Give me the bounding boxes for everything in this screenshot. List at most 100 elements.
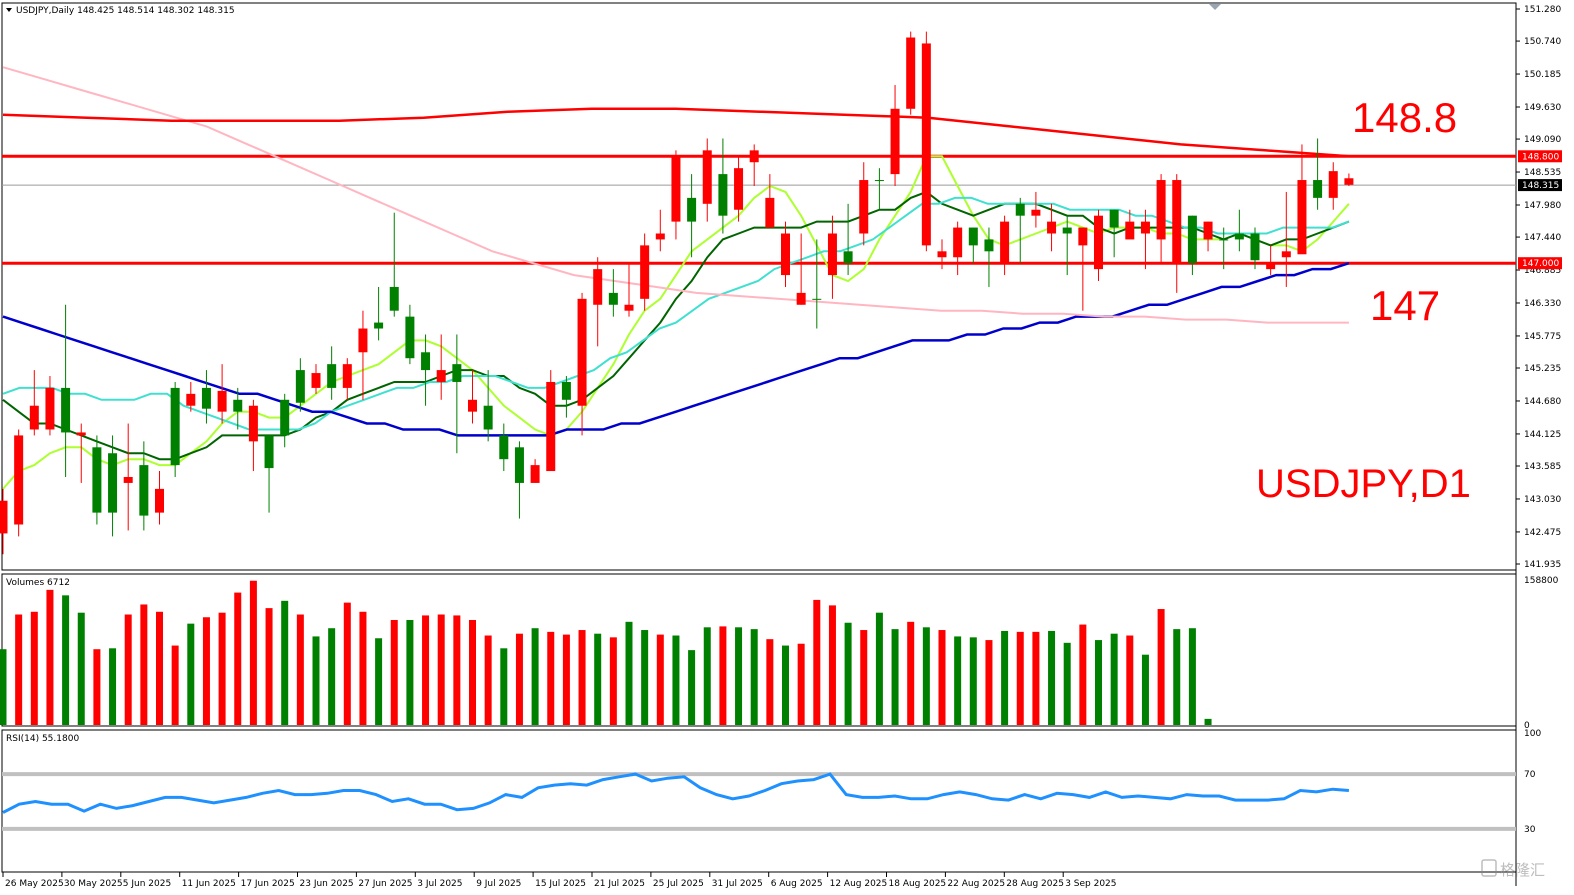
time-axis-label: 3 Sep 2025 — [1065, 879, 1116, 889]
volume-bar — [406, 619, 414, 725]
volume-bar — [735, 627, 743, 725]
volume-bar — [1173, 629, 1181, 725]
candle-body — [953, 227, 963, 258]
moving-average-line — [2, 196, 1350, 431]
candle-body — [937, 251, 947, 258]
moving-average-line — [2, 155, 1350, 490]
candle-body — [640, 245, 650, 299]
time-axis-label: 30 May 2025 — [64, 879, 123, 889]
volume-bar — [688, 650, 696, 725]
candle-body — [593, 269, 603, 305]
candle-body — [624, 304, 634, 311]
candle-body — [968, 227, 978, 246]
volume-bar — [703, 627, 711, 725]
price-axis-label: 146.885 — [1524, 266, 1561, 276]
candle-body — [781, 233, 790, 276]
candle-body — [108, 453, 118, 513]
volume-bar — [985, 640, 993, 725]
volume-bar — [218, 612, 226, 725]
candle-body — [1031, 209, 1041, 216]
time-axis-label: 26 May 2025 — [5, 879, 64, 889]
price-axis-label: 143.030 — [1524, 495, 1561, 505]
candle-body — [561, 381, 571, 400]
volume-bar — [844, 622, 852, 725]
rsi-axis-label: 70 — [1524, 770, 1536, 780]
moving-average-line — [2, 107, 1349, 158]
volume-bar — [296, 614, 304, 725]
volume-bar — [797, 643, 805, 725]
candle-body — [530, 465, 540, 483]
candle-body — [1187, 215, 1197, 264]
volume-bar — [469, 619, 476, 725]
candle-body — [421, 352, 431, 371]
volume-bar — [515, 633, 523, 725]
volume-bar — [782, 645, 789, 725]
rsi-line — [2, 772, 1350, 814]
candle-body — [921, 43, 931, 246]
volume-bar — [922, 627, 930, 725]
time-axis-label: 6 Aug 2025 — [771, 879, 823, 889]
volume-bar — [578, 630, 586, 725]
candle-body — [859, 180, 869, 234]
candle-body — [436, 370, 446, 382]
candle-body — [61, 387, 71, 433]
candle-body — [906, 37, 916, 109]
volume-bar — [93, 649, 101, 725]
volume-bar — [1063, 642, 1071, 725]
candle-body — [389, 286, 399, 311]
volume-bar — [437, 614, 445, 725]
candle-body — [890, 108, 900, 175]
candle-body — [139, 465, 149, 516]
volume-bar — [140, 604, 148, 725]
candle-body — [608, 292, 618, 305]
time-axis-label: 22 Aug 2025 — [947, 879, 1005, 889]
scroll-marker-icon[interactable] — [1209, 4, 1221, 10]
time-axis-label: 21 Jul 2025 — [594, 879, 645, 889]
candle-body — [1203, 221, 1213, 240]
price-axis-label: 146.330 — [1524, 299, 1561, 309]
rsi-axis-label: 100 — [1524, 729, 1541, 739]
volume-bar — [1204, 718, 1212, 725]
volume-bar — [77, 612, 85, 725]
candle-body — [1313, 180, 1323, 198]
time-axis-label: 28 Aug 2025 — [1006, 879, 1064, 889]
candle-body — [1109, 209, 1119, 228]
volume-bar — [500, 648, 508, 725]
volume-bar — [594, 633, 602, 725]
candle-body — [170, 387, 180, 466]
time-axis-label: 5 Jun 2025 — [123, 879, 171, 889]
watermark-text: 格隆汇 — [1500, 861, 1545, 879]
volume-bar — [954, 636, 962, 725]
volume-bar — [265, 608, 273, 725]
candle-body — [749, 150, 759, 163]
watermark: 格隆汇 — [1481, 859, 1545, 879]
volume-bar — [562, 634, 570, 725]
volume-bar — [1048, 630, 1056, 725]
volume-bar — [969, 637, 977, 725]
triangle-down-icon[interactable] — [6, 8, 12, 12]
candle-body — [655, 233, 665, 240]
candle-body — [1125, 221, 1135, 240]
volume-bar — [875, 612, 883, 725]
volume-bar — [62, 595, 70, 725]
volume-bar — [0, 649, 7, 725]
time-axis-label: 11 Jun 2025 — [182, 879, 236, 889]
price-label-text: 147.000 — [1522, 259, 1559, 269]
volume-bar — [453, 615, 461, 725]
price-axis-label: 150.185 — [1524, 70, 1561, 80]
volume-bar — [1188, 628, 1196, 725]
time-axis-label: 15 Jul 2025 — [535, 879, 586, 889]
moving-average-line — [2, 262, 1350, 437]
volume-bar — [281, 600, 289, 725]
candle-body — [546, 381, 556, 472]
watermark-logo-icon — [1481, 859, 1497, 877]
candle-body — [702, 150, 712, 204]
price-axis-label: 144.125 — [1524, 430, 1561, 440]
volume-bar — [625, 621, 633, 725]
candle-body — [264, 435, 274, 469]
moving-average-line — [2, 66, 1349, 324]
volume-bar — [547, 631, 555, 725]
candle-body — [405, 316, 415, 359]
price-axis-label: 147.980 — [1524, 201, 1561, 211]
volume-bar — [359, 611, 367, 725]
